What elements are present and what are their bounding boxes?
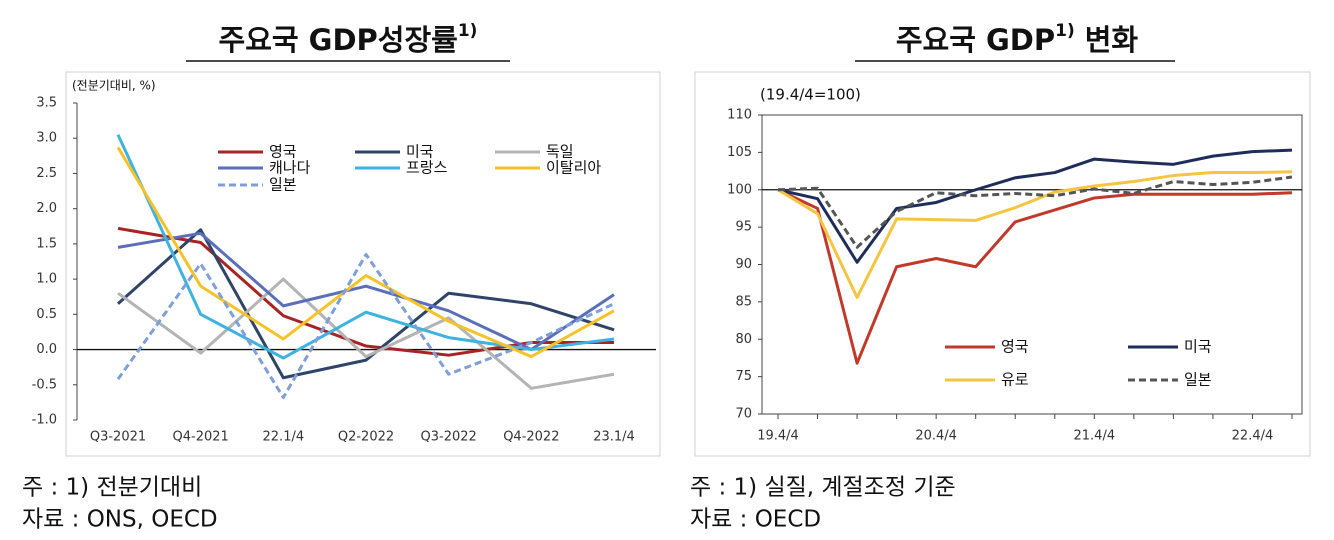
y-tick-label: 95: [735, 220, 752, 235]
y-tick-label: 110: [727, 108, 752, 123]
y-tick-label: 80: [735, 332, 752, 347]
series-line: [117, 231, 615, 352]
x-tick-label: 19.4/4: [757, 429, 799, 444]
x-tick-label: Q4-2022: [503, 430, 559, 445]
series-line: [777, 188, 1293, 365]
legend-label: 미국: [1184, 338, 1212, 356]
unit-label: (전분기대비, %): [72, 79, 156, 93]
series-line: [777, 170, 1293, 299]
chart-title: 주요국 GDP성장률1): [219, 21, 478, 57]
y-tick-label: -0.5: [32, 377, 57, 392]
y-tick-label: -1.0: [32, 413, 57, 428]
series-line: [117, 226, 614, 357]
y-tick-label: 105: [727, 145, 752, 160]
series-line: [116, 146, 615, 359]
y-tick-label: 2.0: [36, 201, 57, 216]
x-tick-label: 20.4/4: [915, 429, 957, 444]
title-note: 1): [458, 21, 478, 41]
y-tick-label: 0.0: [36, 342, 57, 357]
chart-title: 주요국 GDP1) 변화: [896, 21, 1139, 57]
y-tick-label: 3.0: [36, 131, 57, 146]
footnote: 자료 : OECD: [690, 507, 821, 533]
series-line: [116, 228, 615, 380]
y-tick-label: 90: [735, 257, 752, 272]
y-tick-label: 70: [735, 407, 752, 422]
footnote: 주 : 1) 전분기대비: [22, 475, 202, 501]
title-text: 주요국 GDP성장률: [219, 23, 458, 57]
legend-label: 독일: [546, 143, 574, 161]
y-tick-label: 1.0: [36, 272, 57, 287]
series-line: [117, 277, 615, 390]
series-line: [777, 175, 1293, 249]
legend-label: 일본: [269, 176, 297, 194]
legend-label: 영국: [1001, 338, 1029, 356]
x-tick-label: Q3-2021: [90, 430, 146, 445]
chart-frame: [694, 71, 1311, 457]
x-tick-label: 23.1/4: [593, 430, 635, 445]
y-tick-label: 85: [735, 294, 752, 309]
legend-label: 미국: [406, 143, 434, 161]
x-tick-label: 22.4/4: [1232, 429, 1274, 444]
legend-label: 일본: [1184, 371, 1212, 389]
legend-label: 유로: [1001, 371, 1029, 389]
x-tick-label: Q4-2021: [173, 430, 229, 445]
chart-frame: [65, 71, 661, 457]
series-line: [116, 252, 615, 399]
y-tick-label: 75: [735, 369, 752, 384]
y-tick-label: 1.5: [36, 236, 57, 251]
y-tick-label: 2.5: [36, 166, 57, 181]
legend-label: 캐나다: [269, 159, 311, 177]
title-text: 주요국 GDP: [896, 23, 1055, 57]
y-tick-label: 0.5: [36, 307, 57, 322]
series-line: [116, 134, 615, 360]
x-tick-label: Q3-2022: [421, 430, 477, 445]
x-tick-label: 21.4/4: [1074, 429, 1116, 444]
title-note: 1): [1055, 21, 1075, 41]
title-suffix: 변화: [1085, 23, 1139, 57]
x-tick-label: 22.1/4: [263, 430, 305, 445]
y-tick-label: 3.5: [36, 96, 57, 111]
y-tick-label: 100: [727, 182, 752, 197]
legend-label: 이탈리아: [546, 159, 601, 177]
footnote: 자료 : ONS, OECD: [22, 507, 218, 533]
legend-label: 영국: [269, 143, 297, 161]
unit-label: (19.4/4=100): [760, 86, 861, 104]
series-line: [777, 148, 1293, 264]
legend-label: 프랑스: [406, 159, 448, 177]
footnote: 주 : 1) 실질, 계절조정 기준: [690, 475, 956, 501]
x-tick-label: Q2-2022: [338, 430, 394, 445]
